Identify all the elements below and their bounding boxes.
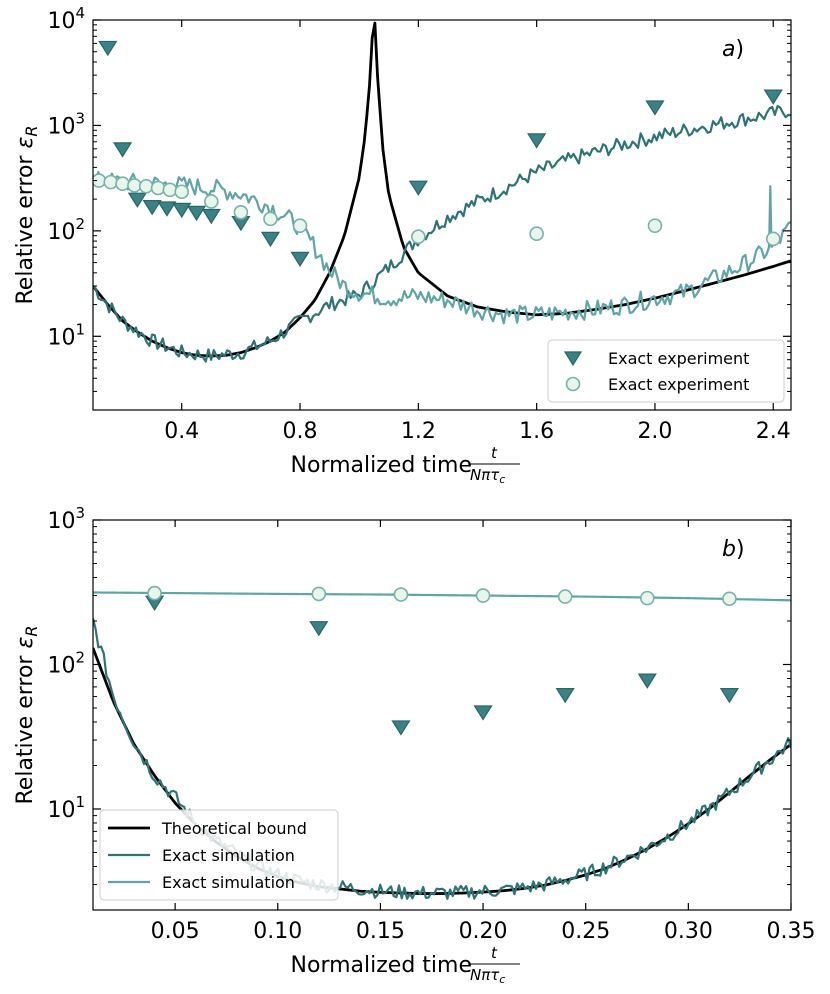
panel-b: 0.05 0.10 0.15 0.20 0.25 0.30 0.35 101 102 103 b)… <box>13 504 815 986</box>
y-tick-label: 102 <box>47 215 85 245</box>
circle-marker <box>475 588 491 603</box>
x-axis-fraction-denominator: Nπτc <box>470 966 505 986</box>
legend-label: Exact simulation <box>162 846 295 865</box>
triangle-marker <box>527 133 547 149</box>
legend-label: Exact experiment <box>608 375 749 394</box>
x-axis-fraction-denominator: Nπτc <box>470 466 505 486</box>
panel-b-ylabel: Relative error εR <box>13 626 41 805</box>
x-tick-label: 0.8 <box>283 419 318 444</box>
x-tick-label: 2.4 <box>756 419 791 444</box>
circle-marker <box>138 178 154 194</box>
x-tick-label: 1.2 <box>401 419 436 444</box>
series-line-dark_teal <box>93 104 791 363</box>
series-line-bound <box>93 21 791 358</box>
triangle-marker <box>637 673 657 689</box>
triangle-marker <box>260 231 281 248</box>
panel-b-xlabel: Normalized time t Nπτc <box>291 944 520 986</box>
triangle-marker <box>763 89 783 105</box>
triangle-marker <box>555 687 575 704</box>
triangle-marker <box>157 201 177 217</box>
triangle-marker <box>391 720 411 736</box>
panel-b-ticks: 0.05 0.10 0.15 0.20 0.25 0.30 0.35 101 102 103 <box>47 504 815 944</box>
triangle-marker <box>98 40 118 57</box>
x-axis-fraction-numerator: t <box>491 944 498 962</box>
legend-circle-marker <box>565 376 581 392</box>
panel-a-xlabel: Normalized time t Nπτc <box>291 444 520 486</box>
series-line-light_teal <box>93 170 791 325</box>
panel-a-plot-area <box>93 21 791 363</box>
circle-marker <box>174 184 190 200</box>
legend-box <box>99 809 339 901</box>
circle-marker <box>647 218 663 233</box>
x-axis-title: Normalized time <box>291 453 472 478</box>
x-axis-fraction-numerator: t <box>491 444 498 462</box>
x-tick-label: 0.35 <box>767 919 816 944</box>
circle-marker <box>204 194 219 209</box>
circle-marker <box>147 585 162 601</box>
triangle-marker <box>309 621 329 637</box>
x-tick-label: 0.25 <box>561 919 610 944</box>
panel-a-frame <box>92 19 792 411</box>
x-tick-label: 0.05 <box>151 919 200 944</box>
circle-marker <box>411 229 426 245</box>
circle-marker <box>393 587 409 602</box>
triangle-marker <box>127 192 147 208</box>
triangle-marker <box>408 180 428 196</box>
x-axis-title: Normalized time <box>291 953 472 978</box>
legend-label: Exact experiment <box>608 349 749 368</box>
x-tick-label: 1.6 <box>519 419 554 444</box>
triangle-marker <box>201 208 221 225</box>
legend-box <box>547 339 785 403</box>
y-tick-label: 102 <box>47 648 85 678</box>
legend-label: Exact simulation <box>162 873 295 892</box>
y-tick-label: 101 <box>47 793 85 823</box>
triangle-marker <box>142 200 162 216</box>
x-tick-label: 2.0 <box>637 419 672 444</box>
triangle-marker <box>290 251 310 268</box>
y-tick-label: 103 <box>47 504 85 534</box>
triangle-marker <box>473 705 493 721</box>
panel-b-legend: Theoretical bound Exact simulation Exact s… <box>99 809 339 901</box>
circle-marker <box>162 182 178 198</box>
circle-marker <box>233 205 249 220</box>
panel-a: 0.4 0.8 1.2 1.6 2.0 2.4 101 102 103 104 a) Relati… <box>13 4 792 486</box>
x-tick-label: 0.4 <box>164 419 199 444</box>
panel-b-label: b) <box>722 537 745 562</box>
triangle-marker <box>172 202 192 219</box>
circle-marker <box>311 586 327 602</box>
x-tick-label: 0.15 <box>356 919 405 944</box>
y-tick-label: 101 <box>47 320 85 350</box>
panel-a-ylabel: Relative error εR <box>13 126 41 305</box>
circle-marker <box>127 178 142 193</box>
legend-triangle-marker <box>563 351 583 367</box>
y-tick-label: 103 <box>47 109 85 139</box>
panel-b-frame <box>92 519 792 911</box>
panel-a-legend: Exact experiment Exact experiment <box>547 339 785 403</box>
circle-marker <box>639 590 655 606</box>
circle-marker <box>292 218 308 233</box>
circle-marker <box>115 176 130 192</box>
circle-marker <box>150 180 166 196</box>
legend-label: Theoretical bound <box>161 819 307 838</box>
panel-a-label: a) <box>722 37 744 62</box>
x-tick-label: 0.10 <box>253 919 302 944</box>
y-tick-label: 104 <box>47 4 85 34</box>
triangle-marker <box>719 687 739 704</box>
circle-marker <box>263 211 278 227</box>
series-line-light_teal <box>93 591 791 602</box>
triangle-marker <box>645 100 665 116</box>
triangle-marker <box>112 142 133 158</box>
x-tick-label: 0.30 <box>664 919 713 944</box>
circle-marker <box>103 174 119 190</box>
circle-marker <box>722 591 737 607</box>
circle-marker <box>557 589 573 604</box>
x-tick-label: 0.20 <box>459 919 508 944</box>
circle-marker <box>529 226 544 242</box>
circle-marker <box>765 231 781 247</box>
panel-a-ticks: 0.4 0.8 1.2 1.6 2.0 2.4 101 102 103 104 <box>47 4 791 444</box>
triangle-marker <box>186 205 207 222</box>
